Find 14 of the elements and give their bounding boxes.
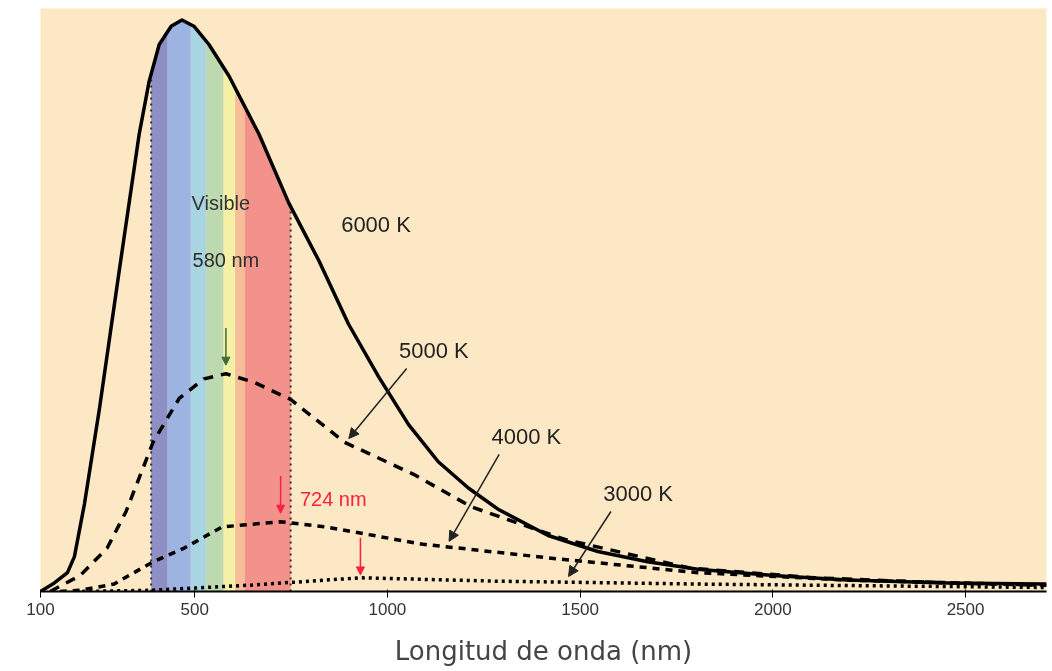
x-tick-label: 1000: [368, 599, 407, 619]
text: 4000 K: [491, 423, 562, 449]
x-tick-label: 1500: [561, 599, 600, 619]
text: 5000 K: [398, 337, 470, 363]
text: 3000 K: [603, 480, 674, 506]
x-tick-label: 100: [26, 599, 55, 619]
series-label: 6000 K: [341, 212, 412, 238]
band-label: Visible: [191, 192, 251, 215]
annotation: 580 nm: [192, 248, 260, 271]
x-tick-label: 2500: [946, 599, 985, 619]
x-tick-label: 2000: [753, 599, 792, 619]
x-axis-title: Longitud de onda (nm): [394, 635, 693, 666]
annotation: 724 nm: [299, 488, 367, 511]
x-tick-label: 500: [180, 599, 209, 619]
